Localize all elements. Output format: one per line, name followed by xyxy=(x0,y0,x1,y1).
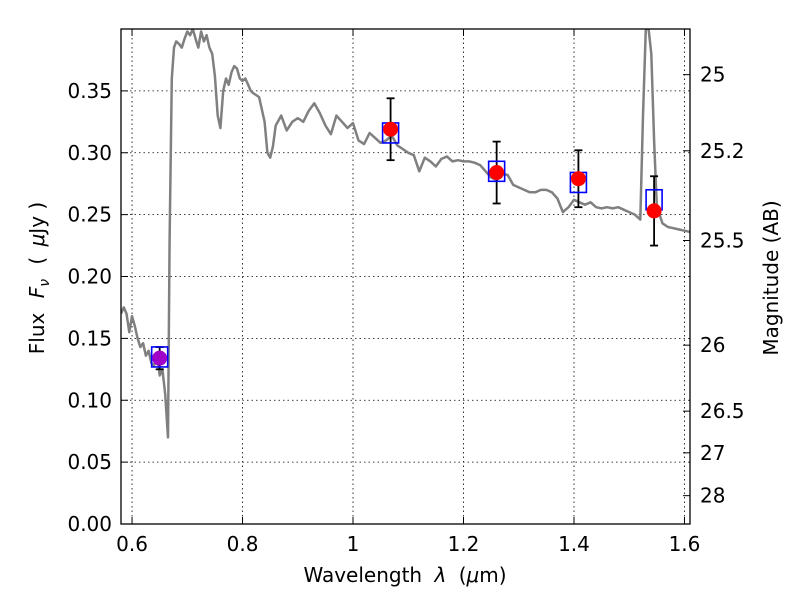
y-tick-label: 0.20 xyxy=(67,265,112,289)
y-axis-title: Flux Fν ( μJy ) xyxy=(25,202,54,354)
x-tick-label: 0.6 xyxy=(116,532,148,556)
x-tick-label: 1.6 xyxy=(669,532,701,556)
grid xyxy=(121,29,690,525)
x-axis: 0.6 0.8 1 1.2 1.4 1.6 xyxy=(116,29,700,556)
x-axis-title: Wavelength λ (μm) xyxy=(303,563,506,587)
y-tick-label: 0.05 xyxy=(67,450,112,474)
model-square xyxy=(150,346,169,368)
magnitude-tick-label: 25.5 xyxy=(700,228,745,252)
magnitude-tick-label: 28 xyxy=(700,484,725,508)
x-tick-label: 1.4 xyxy=(558,532,590,556)
magnitude-tick-label: 25 xyxy=(700,63,725,87)
observed-point xyxy=(383,121,399,137)
photometry-points xyxy=(150,97,663,371)
y-tick-label: 0.10 xyxy=(67,388,112,412)
observed-point xyxy=(646,203,662,219)
magnitude-tick-label: 25.2 xyxy=(700,139,745,163)
y-tick-label: 0.15 xyxy=(67,326,112,350)
x-tick-label: 0.8 xyxy=(227,532,259,556)
magnitude-tick-label: 26.5 xyxy=(700,399,745,423)
x-tick-label: 1 xyxy=(347,532,360,556)
model-sed-line xyxy=(121,29,690,439)
y-tick-label: 0.35 xyxy=(67,79,112,103)
magnitude-axis-title: Magnitude (AB) xyxy=(759,200,783,355)
y-tick-label: 0.25 xyxy=(67,203,112,227)
magnitude-axis: 25 25.2 25.5 26 26.5 27 28 xyxy=(683,63,745,508)
magnitude-tick-label: 26 xyxy=(700,333,725,357)
magnitude-tick-label: 27 xyxy=(700,441,725,465)
observed-point xyxy=(570,171,586,187)
y-axis: 0.00 0.05 0.10 0.15 0.20 0.25 0.30 0.35 xyxy=(67,79,128,536)
y-tick-label: 0.00 xyxy=(67,512,112,536)
observed-point xyxy=(489,165,505,181)
model-square xyxy=(487,160,506,183)
y-tick-label: 0.30 xyxy=(67,141,112,165)
x-tick-label: 1.2 xyxy=(448,532,480,556)
observed-point xyxy=(152,350,168,366)
